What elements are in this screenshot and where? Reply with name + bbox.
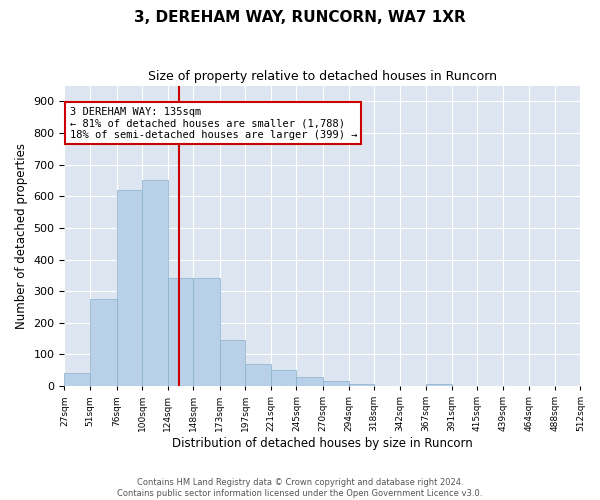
- Bar: [349, 384, 374, 386]
- Text: 3, DEREHAM WAY, RUNCORN, WA7 1XR: 3, DEREHAM WAY, RUNCORN, WA7 1XR: [134, 10, 466, 25]
- Bar: [142, 180, 167, 386]
- Bar: [426, 384, 452, 386]
- Bar: [271, 370, 296, 386]
- Bar: [296, 376, 323, 386]
- Bar: [64, 374, 90, 386]
- Bar: [220, 340, 245, 386]
- Bar: [193, 278, 220, 386]
- Bar: [90, 299, 116, 386]
- Title: Size of property relative to detached houses in Runcorn: Size of property relative to detached ho…: [148, 70, 497, 83]
- X-axis label: Distribution of detached houses by size in Runcorn: Distribution of detached houses by size …: [172, 437, 473, 450]
- Text: 3 DEREHAM WAY: 135sqm
← 81% of detached houses are smaller (1,788)
18% of semi-d: 3 DEREHAM WAY: 135sqm ← 81% of detached …: [70, 106, 357, 140]
- Y-axis label: Number of detached properties: Number of detached properties: [15, 143, 28, 329]
- Bar: [167, 278, 193, 386]
- Text: Contains HM Land Registry data © Crown copyright and database right 2024.
Contai: Contains HM Land Registry data © Crown c…: [118, 478, 482, 498]
- Bar: [116, 190, 142, 386]
- Bar: [323, 382, 349, 386]
- Bar: [245, 364, 271, 386]
